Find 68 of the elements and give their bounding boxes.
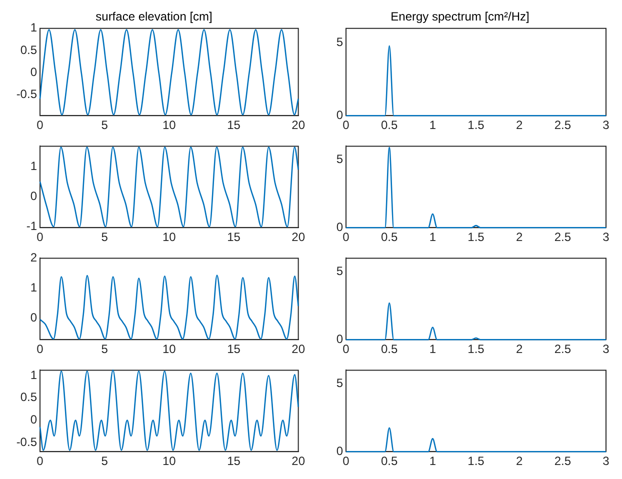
y-tick-label: -0.5: [16, 87, 38, 102]
y-tick-label: 2: [30, 250, 38, 265]
y-tick-label: 0.5: [20, 390, 38, 404]
x-tick-label: 2.5: [554, 230, 572, 244]
x-tick-label: 20: [292, 118, 306, 132]
x-tick-label: 1.5: [468, 454, 485, 468]
line-series: [39, 29, 299, 116]
x-tick-label: 0.5: [380, 118, 398, 132]
x-tick-label: 15: [227, 454, 241, 468]
y-tick-label: 0: [336, 444, 344, 458]
y-tick-label: 5: [336, 35, 344, 50]
y-tick-label: 1: [30, 20, 38, 35]
y-tick-label: 0: [30, 188, 38, 203]
x-tick-label: 3: [602, 342, 610, 356]
x-tick-label: 5: [101, 454, 108, 468]
line-series: [39, 146, 299, 228]
chart-title: surface elevation [cm]: [96, 10, 212, 24]
y-tick-label: 1: [30, 158, 38, 173]
x-tick-label: 2.5: [554, 118, 572, 132]
x-tick-label: 1: [429, 118, 436, 132]
x-tick-label: 1: [429, 342, 436, 356]
x-tick-label: 1.5: [468, 230, 485, 244]
line-series: [39, 370, 299, 451]
x-tick-label: 1.5: [468, 118, 485, 132]
x-tick-label: 2: [516, 342, 523, 356]
y-tick-label: 1: [30, 280, 38, 294]
x-tick-label: 5: [101, 230, 108, 244]
y-tick-label: 0: [30, 412, 38, 427]
y-tick-label: 1: [30, 368, 38, 382]
x-tick-label: 20: [292, 230, 306, 244]
x-tick-label: 5: [101, 342, 108, 356]
x-tick-label: 0.5: [380, 230, 398, 244]
x-tick-label: 10: [162, 342, 176, 356]
x-tick-label: 20: [292, 454, 306, 468]
y-tick-label: 0: [30, 64, 38, 79]
y-tick-label: 5: [336, 152, 344, 166]
y-tick-label: 0.5: [20, 42, 38, 57]
x-tick-label: 3: [602, 118, 610, 132]
x-tick-label: 2.5: [554, 342, 572, 356]
x-tick-label: 20: [292, 342, 306, 356]
x-tick-label: 3: [602, 230, 610, 244]
x-tick-label: 1.5: [468, 342, 485, 356]
x-tick-label: 5: [101, 118, 108, 132]
x-tick-label: 10: [162, 454, 176, 468]
x-tick-label: 10: [162, 230, 176, 244]
x-tick-label: 15: [227, 118, 241, 132]
x-tick-label: 15: [227, 230, 241, 244]
x-tick-label: 2: [516, 454, 523, 468]
x-tick-label: 2.5: [554, 454, 572, 468]
line-series: [345, 146, 607, 228]
chart-title: Energy spectrum [cm²/Hz]: [390, 10, 530, 24]
x-tick-label: 2: [516, 230, 523, 244]
y-tick-label: 5: [336, 376, 344, 390]
y-tick-label: 0: [336, 332, 344, 346]
x-tick-label: 0.5: [380, 342, 398, 356]
x-tick-label: 2: [516, 118, 523, 132]
x-tick-label: 3: [602, 454, 610, 468]
x-tick-label: 1: [429, 454, 436, 468]
y-tick-label: 0: [336, 108, 344, 122]
y-tick-label: -0.5: [16, 434, 38, 449]
x-tick-label: 10: [162, 118, 176, 132]
y-tick-label: 0: [30, 310, 38, 324]
x-tick-label: 1: [429, 230, 436, 244]
y-tick-label: -1: [26, 219, 38, 234]
x-tick-label: 15: [227, 342, 241, 356]
y-tick-label: 5: [336, 264, 344, 278]
x-tick-label: 0.5: [380, 454, 398, 468]
y-tick-label: 0: [336, 220, 344, 234]
